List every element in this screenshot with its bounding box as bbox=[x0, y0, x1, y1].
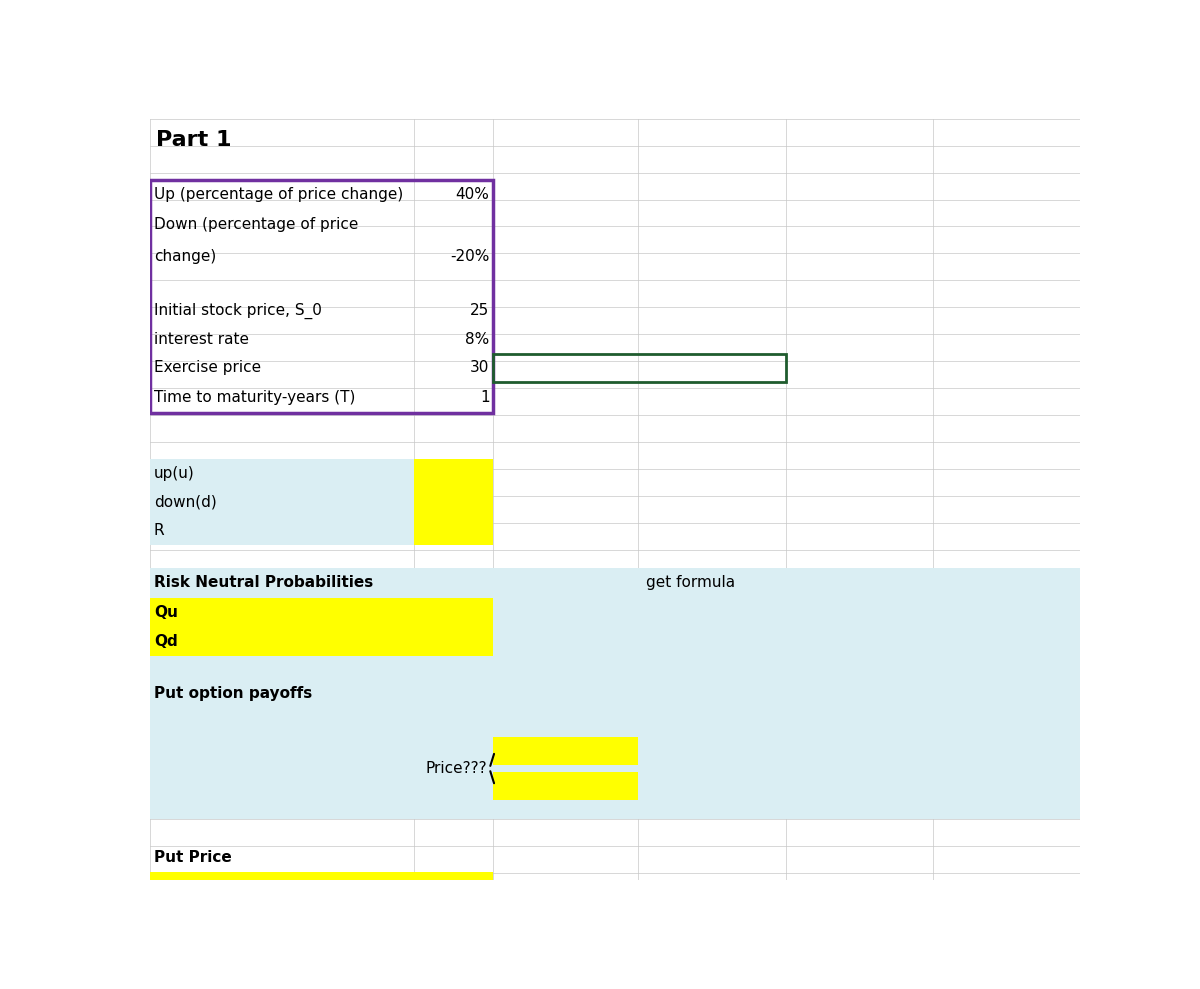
Text: 8%: 8% bbox=[466, 331, 490, 347]
Bar bbox=[493, 737, 638, 765]
Text: 40%: 40% bbox=[456, 187, 490, 203]
Text: get formula: get formula bbox=[646, 576, 736, 590]
Text: Risk Neutral Probabilities: Risk Neutral Probabilities bbox=[154, 576, 373, 590]
Bar bbox=[150, 180, 493, 412]
Bar bbox=[150, 871, 493, 899]
Text: down(d): down(d) bbox=[154, 494, 217, 509]
Bar bbox=[150, 459, 414, 545]
Text: Up (percentage of price change): Up (percentage of price change) bbox=[154, 187, 403, 203]
Text: 1: 1 bbox=[480, 390, 490, 405]
Bar bbox=[493, 353, 786, 382]
Text: 30: 30 bbox=[470, 360, 490, 375]
Bar bbox=[150, 597, 493, 656]
Text: Time to maturity-years (T): Time to maturity-years (T) bbox=[154, 390, 355, 405]
Text: R: R bbox=[154, 523, 164, 538]
Text: change): change) bbox=[154, 248, 216, 264]
Bar bbox=[493, 771, 638, 800]
Text: up(u): up(u) bbox=[154, 466, 194, 482]
Bar bbox=[414, 459, 493, 545]
Text: Initial stock price, S_0: Initial stock price, S_0 bbox=[154, 303, 322, 318]
Text: Part 1: Part 1 bbox=[156, 131, 232, 150]
Text: -20%: -20% bbox=[450, 248, 490, 264]
Text: Price???: Price??? bbox=[426, 762, 487, 776]
Text: Qu: Qu bbox=[154, 604, 178, 620]
Text: 25: 25 bbox=[470, 303, 490, 317]
Text: Put Price: Put Price bbox=[154, 851, 232, 865]
Text: Down (percentage of price: Down (percentage of price bbox=[154, 217, 359, 232]
Text: Qd: Qd bbox=[154, 634, 178, 649]
Text: Exercise price: Exercise price bbox=[154, 360, 262, 375]
Bar bbox=[150, 569, 1080, 819]
Text: interest rate: interest rate bbox=[154, 331, 248, 347]
Text: Put option payoffs: Put option payoffs bbox=[154, 686, 312, 701]
